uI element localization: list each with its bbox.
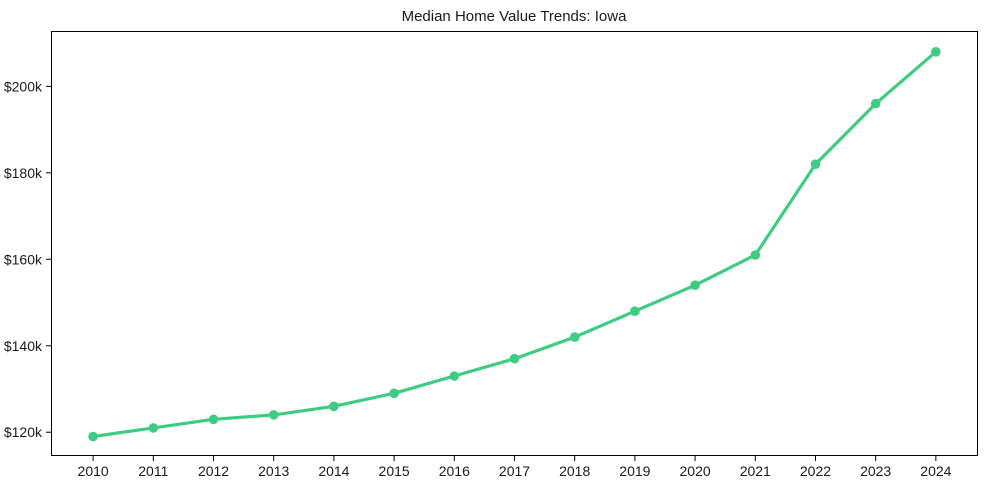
x-tick-label: 2016	[439, 463, 470, 479]
data-point-marker	[569, 332, 580, 342]
data-point-marker	[931, 47, 941, 57]
y-tick-label: $120k	[4, 424, 43, 440]
data-point-marker	[690, 280, 700, 291]
x-tick-label: 2014	[318, 463, 349, 479]
y-tick-label: $140k	[4, 338, 43, 354]
x-tick-label: 2020	[680, 463, 711, 479]
x-tick-label: 2018	[559, 463, 590, 479]
x-tick-label: 2019	[619, 463, 650, 479]
x-tick-label: 2010	[78, 463, 109, 479]
data-point-marker	[208, 414, 219, 425]
x-tick-label: 2017	[499, 463, 530, 479]
x-tick-label: 2023	[860, 463, 891, 479]
y-tick-label: $200k	[4, 78, 43, 94]
data-point-marker	[509, 353, 520, 364]
x-tick-label: 2021	[740, 463, 771, 479]
trend-line	[91, 50, 938, 439]
chart-title: Median Home Value Trends: Iowa	[402, 8, 627, 25]
data-point-marker	[630, 306, 640, 317]
data-point-marker	[810, 159, 821, 169]
data-point-marker	[88, 431, 98, 442]
x-tick-label: 2012	[198, 463, 229, 479]
y-tick-label: $160k	[4, 251, 43, 267]
x-tick-label: 2013	[258, 463, 289, 479]
data-point-marker	[870, 98, 881, 109]
plot-area: 2010 2011 2012 2013 2014 2015 2016 2017 2018 2019…	[4, 31, 978, 479]
x-tick-label: 2015	[379, 463, 410, 479]
y-tick-label: $180k	[4, 165, 43, 181]
data-point-marker	[389, 388, 399, 399]
x-tick-label: 2024	[920, 463, 951, 479]
data-point-marker	[449, 371, 460, 381]
data-point-marker	[750, 250, 761, 260]
plot-border	[51, 31, 978, 456]
x-tick-label: 2011	[138, 463, 168, 479]
data-point-marker	[329, 401, 339, 412]
data-point-marker	[148, 423, 159, 433]
data-point-marker	[268, 410, 279, 420]
x-tick-label: 2022	[800, 463, 831, 479]
